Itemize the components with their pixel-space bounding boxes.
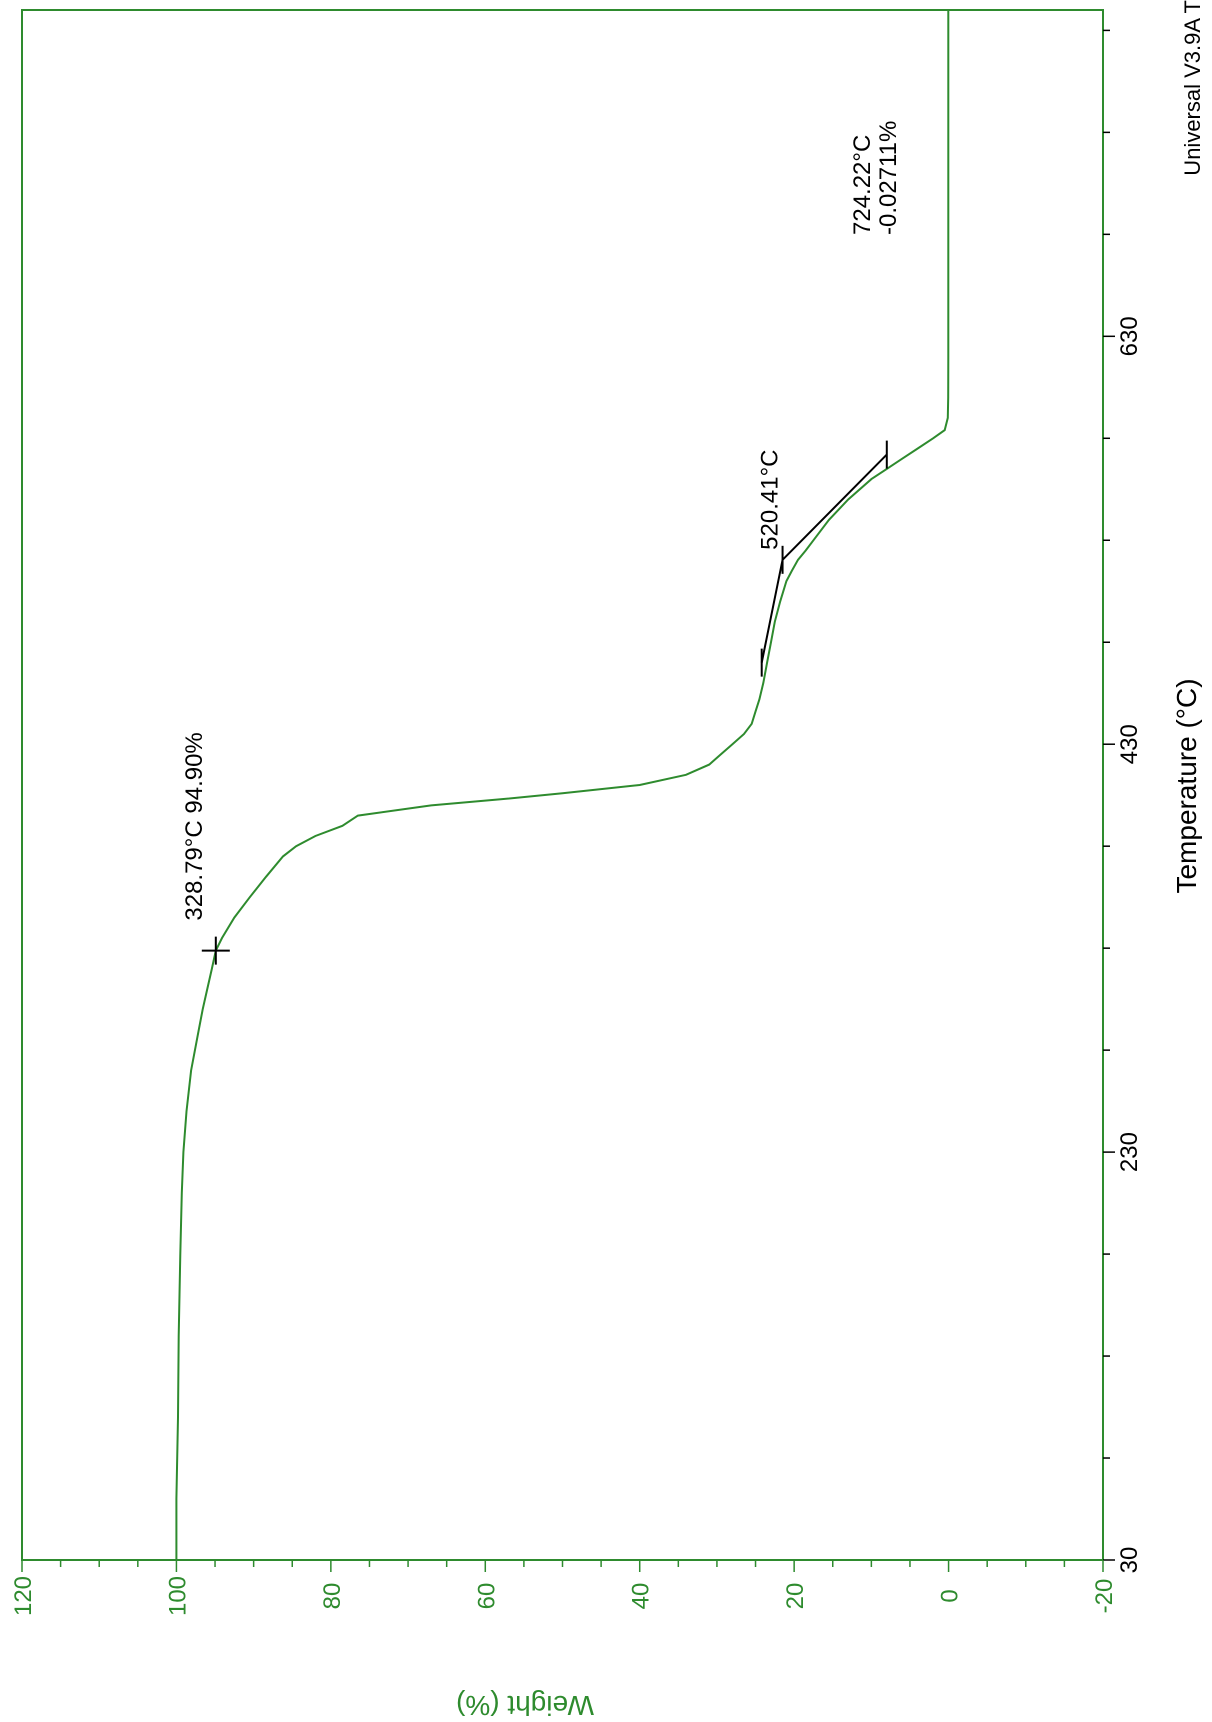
x-tick-label: 230 [1116,1132,1143,1172]
x-tick-label: 430 [1116,724,1143,764]
residue-annotation-label: -0.02711% [875,121,902,235]
y-tick-label: 0 [937,1589,964,1602]
y-tick-label: 120 [10,1576,37,1616]
label-layer: Temperature (°C) Weight (%) Universal V3… [456,0,1205,1721]
residue-annotation-label: 724.22°C [849,135,876,235]
y-tick-label: 60 [473,1583,500,1610]
y-tick-label: 100 [164,1576,191,1616]
y-tick-label: -20 [1091,1579,1118,1614]
software-version-text: Universal V3.9A T [1180,0,1205,176]
onset-annotation-label: 520.41°C [757,449,784,549]
y-tick-label: 40 [628,1583,655,1610]
point-annotation-label: 328.79°C 94.90% [181,732,208,920]
y-tick-label: 80 [319,1583,346,1610]
annotation-layer: 328.79°C 94.90% 520.41°C 724.22°C -0.02711% [181,121,902,965]
x-axis-title: Temperature (°C) [1171,678,1202,893]
x-tick-label: 630 [1116,316,1143,356]
y-tick-label: 20 [782,1583,809,1610]
x-tick-label: 30 [1116,1547,1143,1574]
series-layer [175,10,950,1560]
axes-layer: 30 230 430 630 -20 0 20 40 60 80 100 120 [10,9,1143,1616]
y-axis-title: Weight (%) [456,1690,594,1717]
weight-curve [175,10,950,1560]
